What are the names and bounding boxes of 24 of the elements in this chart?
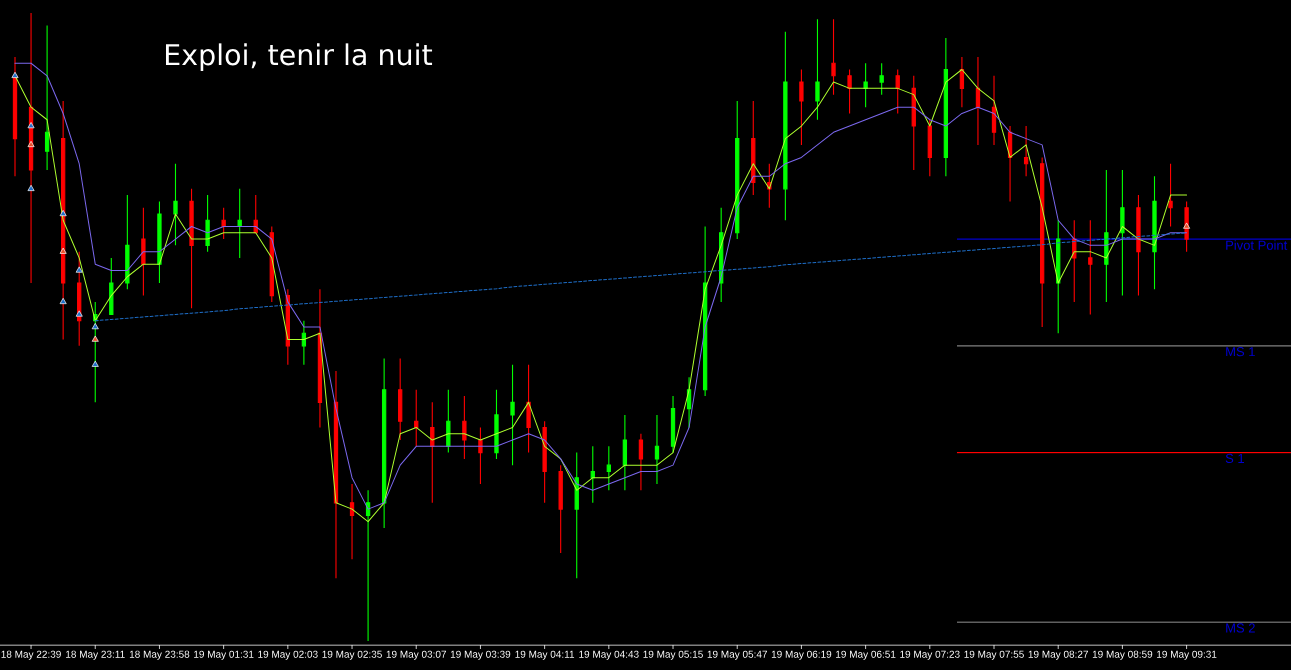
ref-line-label: Pivot Point	[1226, 240, 1288, 250]
x-tick-label: 18 May 23:58	[129, 650, 190, 660]
x-tick-label: 18 May 23:11	[66, 650, 125, 660]
x-tick-label: 19 May 01:31	[194, 650, 254, 660]
text: Exploi, tenir la nuit	[165, 43, 433, 71]
x-tick-label: 19 May 08:27	[1028, 650, 1088, 660]
x-tick-label: 19 May 02:35	[322, 650, 382, 660]
x-tick-label: 19 May 08:59	[1092, 650, 1153, 660]
x-tick-label: 19 May 07:23	[900, 650, 960, 660]
x-tick-label: 19 May 07:55	[964, 650, 1024, 660]
x-tick-label: 19 May 05:47	[707, 650, 768, 660]
x-tick-label: 19 May 09:31	[1157, 650, 1217, 660]
x-tick-label: 19 May 02:03	[258, 650, 318, 660]
x-tick-label: 19 May 06:51	[836, 650, 896, 660]
x-tick-label: 19 May 03:39	[450, 650, 511, 660]
ref-line-label: S 1	[1225, 453, 1245, 463]
ref-line-label: MS 2	[1226, 623, 1255, 633]
x-tick-label: 19 May 03:07	[386, 650, 447, 660]
ref-line-label: MS 1	[1226, 347, 1255, 357]
x-tick-label: 18 May 22:39	[1, 650, 61, 660]
x-tick-label: 19 May 05:15	[643, 650, 703, 660]
x-tick-label: 19 May 04:43	[579, 650, 639, 660]
x-tick-label: 19 May 04:11	[515, 650, 575, 660]
x-tick-label: 19 May 06:19	[771, 650, 832, 660]
